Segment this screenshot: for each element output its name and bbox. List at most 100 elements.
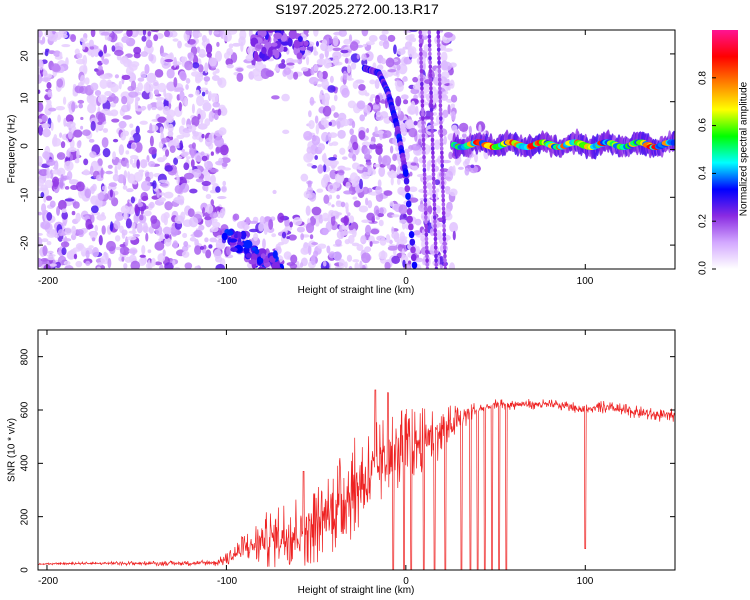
- noise-blob: [341, 156, 348, 160]
- noise-blob: [119, 247, 124, 254]
- vertical-streak-blob: [427, 47, 432, 52]
- vertical-streak-blob: [420, 98, 425, 104]
- noise-blob: [111, 118, 120, 123]
- noise-blob: [75, 181, 85, 192]
- noise-blob: [163, 30, 171, 38]
- noise-blob: [349, 172, 359, 182]
- vertical-streak-blob: [420, 111, 425, 117]
- noise-blob: [210, 93, 217, 98]
- noise-blob: [399, 123, 406, 133]
- vertical-streak-blob: [421, 124, 425, 130]
- noise-blob: [349, 128, 354, 135]
- noise-blob: [195, 73, 204, 82]
- noise-blob: [443, 135, 447, 145]
- noise-blob: [52, 166, 58, 170]
- noise-blob: [74, 105, 78, 109]
- noise-blob: [327, 85, 336, 93]
- vertical-streak-blob: [427, 30, 432, 35]
- lower-arc-blob: [254, 248, 260, 255]
- vertical-streak-blob: [422, 176, 427, 182]
- noise-blob: [172, 240, 179, 249]
- lower-arc-blob: [245, 253, 252, 259]
- noise-blob: [38, 232, 43, 236]
- noise-blob: [300, 233, 304, 241]
- noise-blob: [79, 37, 88, 43]
- noise-blob: [313, 250, 319, 258]
- noise-blob: [344, 57, 349, 64]
- noise-blob: [362, 43, 368, 47]
- noise-blob: [76, 228, 84, 235]
- noise-blob: [212, 221, 221, 228]
- noise-blob: [107, 164, 113, 169]
- noise-blob: [198, 224, 205, 231]
- noise-blob: [398, 204, 408, 215]
- noise-blob: [210, 151, 214, 156]
- noise-blob: [454, 159, 460, 166]
- noise-blob: [321, 70, 328, 80]
- noise-blob: [289, 221, 293, 228]
- vertical-streak-blob: [424, 227, 429, 233]
- vertical-streak-blob: [419, 55, 423, 61]
- noise-blob: [369, 143, 377, 150]
- vertical-streak-blob: [422, 180, 427, 186]
- vertical-streak-blob: [440, 154, 444, 160]
- noise-blob: [375, 111, 382, 118]
- noise-blob: [140, 51, 149, 57]
- noise-blob: [374, 94, 381, 105]
- noise-blob: [323, 194, 330, 205]
- noise-blob: [219, 208, 225, 219]
- noise-blob: [134, 141, 143, 153]
- noise-blob: [434, 139, 441, 150]
- vertical-streak-blob: [440, 163, 445, 169]
- noise-blob: [172, 38, 179, 42]
- vertical-streak-blob: [441, 214, 446, 220]
- noise-blob: [212, 101, 221, 108]
- noise-blob: [409, 171, 413, 177]
- vertical-streak-blob: [425, 262, 430, 268]
- noise-blob: [381, 30, 389, 35]
- noise-blob: [327, 202, 332, 206]
- noise-blob: [163, 191, 174, 199]
- noise-blob: [79, 74, 86, 86]
- noise-blob: [192, 131, 199, 137]
- noise-blob: [42, 151, 51, 160]
- noise-blob: [144, 63, 150, 75]
- noise-blob: [82, 129, 91, 137]
- noise-blob: [185, 84, 189, 90]
- noise-blob: [187, 39, 196, 45]
- noise-blob: [372, 105, 380, 110]
- noise-blob: [173, 77, 178, 88]
- noise-blob: [244, 224, 250, 230]
- noise-blob: [135, 125, 140, 135]
- noise-blob: [377, 212, 384, 218]
- lower-arc-blob: [257, 248, 267, 256]
- noise-blob: [228, 43, 234, 49]
- noise-blob: [359, 260, 363, 269]
- noise-blob: [65, 57, 69, 67]
- vertical-streak-blob: [421, 128, 426, 134]
- noise-blob: [110, 221, 114, 232]
- noise-blob: [84, 188, 92, 199]
- lower-arc-blob: [257, 266, 266, 269]
- noise-blob: [222, 180, 227, 187]
- noise-blob: [147, 30, 152, 37]
- noise-blob: [442, 61, 452, 71]
- noise-blob: [443, 48, 453, 53]
- noise-blob: [117, 162, 122, 170]
- noise-blob: [378, 250, 388, 260]
- noise-blob: [210, 174, 216, 186]
- vertical-streak-blob: [442, 232, 447, 237]
- noise-blob: [329, 75, 334, 84]
- noise-blob: [158, 179, 169, 183]
- noise-blob: [92, 247, 100, 258]
- noise-blob: [352, 141, 359, 151]
- noise-blob: [47, 89, 53, 98]
- noise-blob: [350, 62, 357, 70]
- noise-blob: [164, 59, 174, 63]
- noise-blob: [101, 225, 106, 235]
- vertical-streak-blob: [420, 90, 424, 96]
- noise-blob: [149, 91, 153, 100]
- vertical-streak-blob: [432, 197, 437, 203]
- noise-blob: [184, 262, 193, 269]
- noise-blob: [351, 120, 356, 129]
